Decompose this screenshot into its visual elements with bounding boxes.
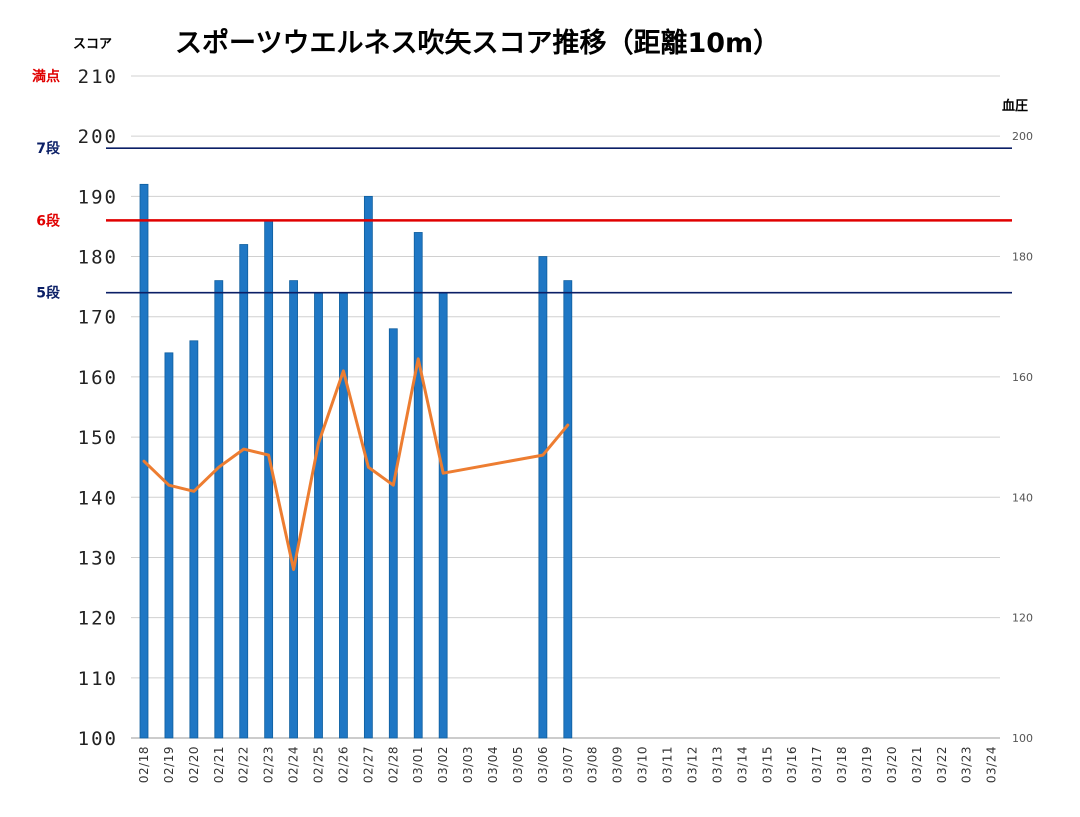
reference-label: 6段	[36, 212, 60, 229]
y-tick-label: 130	[78, 547, 118, 569]
reference-label: 7段	[36, 140, 60, 157]
blood-pressure-line	[142, 357, 570, 571]
x-tick-label: 03/09	[611, 746, 625, 783]
x-tick-label: 03/14	[735, 746, 749, 783]
line-series	[142, 357, 570, 571]
x-tick-label: 03/11	[661, 746, 675, 783]
y-tick-label: 150	[78, 427, 118, 449]
x-tick-label: 03/21	[910, 746, 924, 783]
x-tick-label: 03/12	[685, 746, 699, 783]
y-axis-ticks-left: 100 110 120 130 140 150 160 170 180 190 200 210	[78, 66, 118, 750]
score-bar	[563, 280, 573, 739]
reference-lines	[106, 147, 1012, 294]
y-tick-label: 190	[78, 186, 118, 208]
score-bar	[264, 220, 274, 739]
score-bar	[538, 256, 548, 739]
x-tick-label: 02/20	[187, 746, 201, 783]
x-tick-label: 02/24	[287, 746, 301, 783]
x-tick-label: 03/10	[636, 746, 650, 783]
x-tick-label: 03/22	[935, 746, 949, 783]
x-tick-label: 02/18	[137, 746, 151, 783]
y-tick-label: 100	[78, 728, 118, 750]
x-tick-label: 03/16	[785, 746, 799, 783]
y-axis-ticks-right: 100 120 140 160 180 200	[1012, 130, 1033, 745]
score-bar	[214, 280, 224, 739]
x-tick-label: 03/20	[885, 746, 899, 783]
x-tick-label: 02/27	[361, 746, 375, 783]
score-bar	[388, 328, 398, 739]
y-tick-label: 110	[78, 668, 118, 690]
x-tick-label: 02/28	[386, 746, 400, 783]
score-bar	[239, 244, 249, 739]
x-tick-label: 02/26	[336, 746, 350, 783]
y-tick-label: 160	[78, 367, 118, 389]
score-bar	[438, 292, 448, 739]
y2-tick-label: 180	[1012, 251, 1033, 264]
x-tick-label: 03/04	[486, 746, 500, 783]
x-tick-label: 02/25	[312, 746, 326, 783]
x-tick-label: 03/19	[860, 746, 874, 783]
y-tick-label: 210	[78, 66, 118, 88]
x-tick-label: 03/02	[436, 746, 450, 783]
y-tick-label: 120	[78, 608, 118, 630]
x-tick-label: 03/13	[710, 746, 724, 783]
x-tick-label: 03/03	[461, 746, 475, 783]
score-bar	[413, 232, 423, 739]
y-tick-label: 200	[78, 126, 118, 148]
x-tick-label: 03/06	[536, 746, 550, 783]
reference-labels: 満点 7段 6段 5段	[32, 68, 60, 302]
y-tick-label: 140	[78, 487, 118, 509]
score-bar	[164, 352, 174, 739]
y2-tick-label: 160	[1012, 371, 1033, 384]
reference-label: 満点	[32, 68, 60, 85]
reference-label: 5段	[36, 285, 60, 302]
x-tick-label: 03/07	[561, 746, 575, 783]
x-tick-label: 03/05	[511, 746, 525, 783]
chart-title: スポーツウエルネス吹矢スコア推移（距離10m）	[175, 27, 780, 59]
x-tick-label: 03/17	[810, 746, 824, 783]
x-tick-label: 03/23	[960, 746, 974, 783]
x-tick-label: 02/22	[237, 746, 251, 783]
y-tick-label: 170	[78, 307, 118, 329]
x-tick-label: 03/24	[985, 746, 999, 783]
x-tick-label: 02/19	[162, 746, 176, 783]
y2-tick-label: 140	[1012, 491, 1033, 504]
score-bar	[339, 292, 348, 739]
x-tick-label: 03/18	[835, 746, 849, 783]
y-axis-label: スコア	[73, 37, 112, 52]
y2-tick-label: 120	[1012, 612, 1033, 625]
x-tick-label: 03/01	[411, 746, 425, 783]
score-bar	[289, 280, 298, 739]
x-tick-label: 03/15	[760, 746, 774, 783]
x-tick-label: 03/08	[586, 746, 600, 783]
y2-tick-label: 200	[1012, 130, 1033, 143]
score-bar	[314, 292, 323, 739]
x-tick-label: 02/21	[212, 746, 226, 783]
x-axis-ticks: 02/18 02/19 02/20 02/21 02/22 02/23 02/24 02/25…	[137, 746, 999, 783]
x-tick-label: 02/23	[262, 746, 276, 783]
y-tick-label: 180	[78, 247, 118, 269]
score-bar	[189, 340, 199, 739]
y2-tick-label: 100	[1012, 732, 1033, 745]
y2-axis-label: 血圧	[1002, 98, 1028, 114]
